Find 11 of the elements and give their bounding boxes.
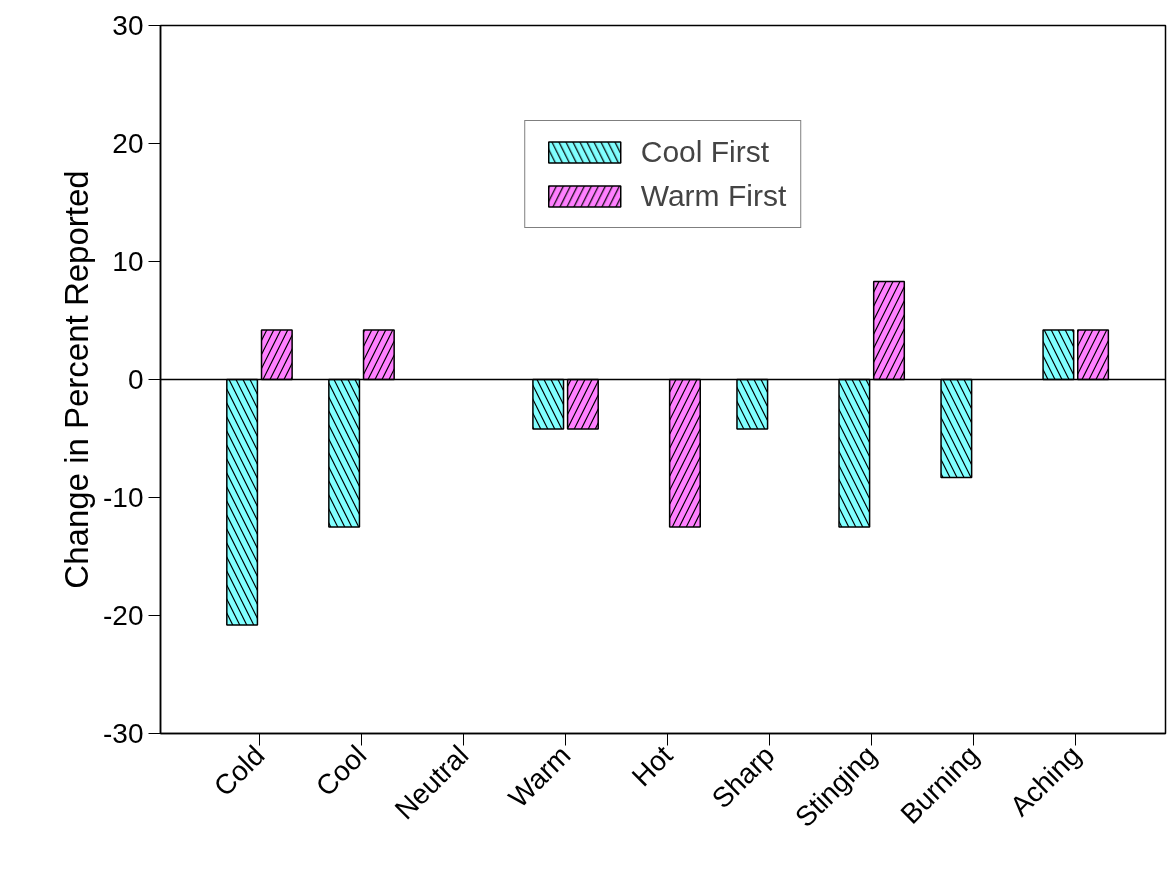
- y-tick-label: 10: [112, 246, 144, 277]
- y-tick-label: 30: [112, 10, 144, 41]
- y-tick-label: -30: [103, 718, 144, 749]
- legend-label: Cool First: [640, 135, 770, 169]
- y-axis-title: Change in Percent Reported: [58, 170, 96, 589]
- y-tick-label: -20: [103, 600, 144, 631]
- y-tick-label: 0: [127, 364, 144, 395]
- x-tick-label: Hot: [625, 739, 679, 793]
- legend-label: Warm First: [640, 179, 787, 213]
- y-tick-label: -10: [103, 482, 144, 513]
- y-tick-label: 20: [112, 128, 144, 159]
